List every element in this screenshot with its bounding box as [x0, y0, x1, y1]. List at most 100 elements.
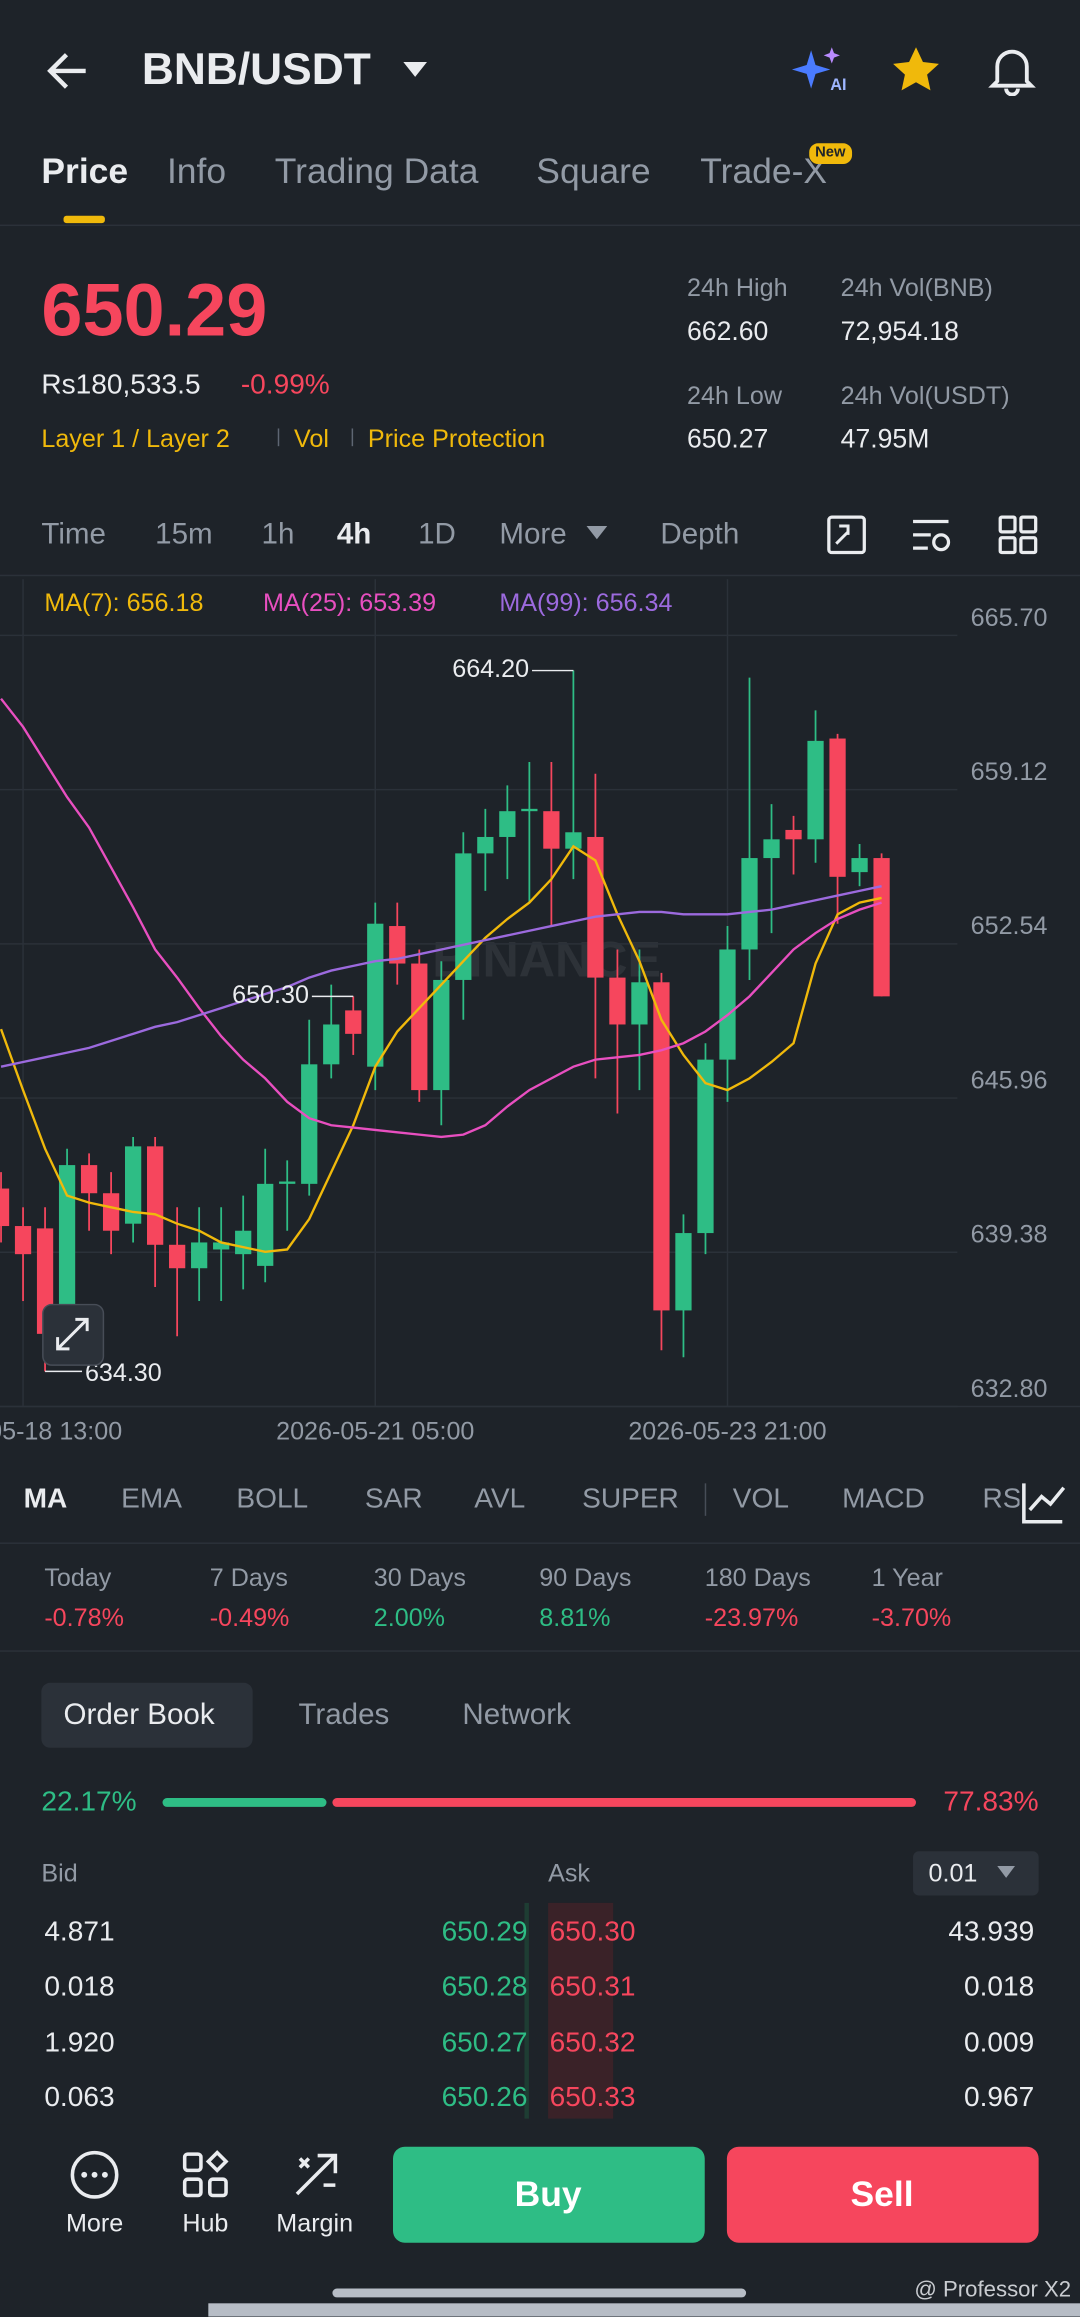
candle-body	[477, 836, 494, 854]
interval[interactable]: Time	[41, 518, 106, 552]
indicator-tab[interactable]: BOLL	[236, 1484, 309, 1516]
x-tick-label: 2026-05-21 05:00	[276, 1418, 474, 1446]
interval[interactable]: 15m	[155, 518, 213, 552]
tab[interactable]: Square	[536, 152, 651, 193]
bid-price[interactable]: 650.29	[441, 1916, 528, 1948]
pair-caret[interactable]	[402, 59, 429, 80]
candle-body	[785, 829, 802, 840]
interval[interactable]: 4h	[336, 518, 372, 552]
period-label: 30 Days	[373, 1563, 466, 1592]
candlestick-chart[interactable]: BINANCE632.80639.38645.96652.54659.12665…	[0, 579, 1080, 1454]
stat-label: 24h Vol(USDT)	[840, 381, 1010, 410]
favorite-icon[interactable]	[889, 44, 942, 94]
interval[interactable]: 1h	[261, 518, 295, 552]
indicator-tab[interactable]: SAR	[364, 1484, 423, 1516]
buy-label[interactable]: Buy	[514, 2174, 582, 2215]
candle-body	[829, 738, 846, 877]
chart-mode-icon[interactable]	[826, 514, 867, 555]
bid-qty: 1.920	[44, 2027, 115, 2059]
indicator-tab[interactable]: MA	[23, 1484, 68, 1516]
interval[interactable]: 1D	[418, 518, 456, 552]
nav-label[interactable]: Margin	[276, 2209, 354, 2238]
candle-body	[609, 977, 626, 1025]
ai-icon[interactable]: AI	[790, 44, 847, 97]
book-tab[interactable]: Trades	[298, 1699, 390, 1732]
y-tick-label: 652.54	[971, 912, 1048, 940]
buy-button[interactable]	[392, 2146, 705, 2243]
candle-body	[697, 1059, 714, 1234]
stat-value: 650.27	[687, 424, 769, 454]
tab[interactable]: Price	[41, 152, 129, 193]
candle-body	[147, 1146, 164, 1245]
bid-price[interactable]: 650.28	[441, 1972, 528, 2004]
ask-price[interactable]: 650.31	[549, 1972, 636, 2004]
candle-body	[741, 858, 758, 950]
interval[interactable]: Depth	[660, 518, 740, 552]
bid-qty: 0.018	[44, 1972, 115, 2004]
candle-body	[455, 853, 472, 980]
tab[interactable]: Info	[166, 152, 227, 193]
bid-price[interactable]: 650.27	[441, 2027, 528, 2059]
tag[interactable]: Vol	[294, 424, 329, 453]
candle-body	[521, 808, 538, 812]
tag[interactable]: Price Protection	[367, 424, 546, 453]
tab-indicator	[63, 215, 105, 224]
step[interactable]: 0.01	[928, 1859, 978, 1888]
back-icon[interactable]	[44, 47, 91, 94]
step-pill[interactable]	[913, 1851, 1039, 1896]
indicator-tab[interactable]: EMA	[121, 1484, 183, 1516]
candle-body	[631, 982, 648, 1025]
tab[interactable]: Trade-X	[700, 152, 828, 193]
ask-price[interactable]: 650.30	[549, 1916, 636, 1948]
nav-label[interactable]: More	[65, 2209, 124, 2238]
more-icon[interactable]	[69, 2150, 119, 2200]
stat-value: 662.60	[687, 316, 769, 346]
y-tick-label: 645.96	[971, 1066, 1048, 1094]
nav-label[interactable]: Hub	[182, 2209, 229, 2238]
book-tab[interactable]: Order Book	[63, 1699, 215, 1732]
candle-body	[719, 949, 736, 1060]
margin-icon[interactable]	[291, 2150, 341, 2200]
more-caret[interactable]	[585, 524, 609, 542]
step-caret[interactable]	[996, 1865, 1017, 1880]
interval[interactable]: More	[499, 518, 567, 552]
indicator-tab[interactable]: MACD	[842, 1484, 925, 1516]
period-change: -23.97%	[704, 1603, 799, 1632]
ask-qty: 0.967	[963, 2082, 1035, 2114]
home-indicator	[332, 2288, 747, 2298]
ask-price[interactable]: 650.32	[549, 2027, 636, 2059]
candle-body	[235, 1230, 252, 1255]
legend-entry: MA(99): 656.34	[499, 589, 672, 617]
sell-button[interactable]	[726, 2146, 1039, 2243]
candle-body	[169, 1244, 186, 1269]
candle-body	[499, 811, 516, 837]
indicator-tab[interactable]: SUPER	[582, 1484, 679, 1516]
annotation: 650.30	[232, 981, 309, 1009]
pair-title[interactable]: BNB/USDT	[141, 45, 371, 95]
svg-text:AI: AI	[830, 76, 846, 94]
tag[interactable]: Layer 1 / Layer 2	[41, 424, 230, 453]
sell-label[interactable]: Sell	[850, 2174, 914, 2215]
layout-icon[interactable]	[997, 514, 1038, 555]
indicator-tab[interactable]: AVL	[474, 1484, 526, 1516]
tab[interactable]: Trading Data	[274, 152, 479, 193]
system-bar	[208, 2303, 1080, 2317]
bell-icon[interactable]	[985, 43, 1038, 97]
indicator-tab[interactable]: VOL	[732, 1484, 789, 1516]
bid-price[interactable]: 650.26	[441, 2082, 528, 2114]
indicator-settings[interactable]	[1019, 1474, 1080, 1528]
y-tick-label: 659.12	[971, 758, 1048, 786]
period-label: 1 Year	[871, 1563, 943, 1592]
depth-bar	[524, 1902, 529, 2119]
ask-price[interactable]: 650.33	[549, 2082, 636, 2114]
ask-qty: 43.939	[948, 1916, 1035, 1948]
candle-body	[191, 1242, 208, 1269]
x-tick-label: 2026-05-18 13:00	[0, 1418, 122, 1446]
stat-label: 24h Vol(BNB)	[840, 274, 993, 303]
settings-icon[interactable]	[910, 514, 954, 555]
ma-line	[0, 697, 882, 1139]
watermark: @ Professor X2	[914, 2277, 1072, 2303]
book-tab[interactable]: Network	[462, 1699, 571, 1732]
hub-icon[interactable]	[180, 2150, 230, 2200]
stat-label: 24h Low	[687, 381, 782, 410]
